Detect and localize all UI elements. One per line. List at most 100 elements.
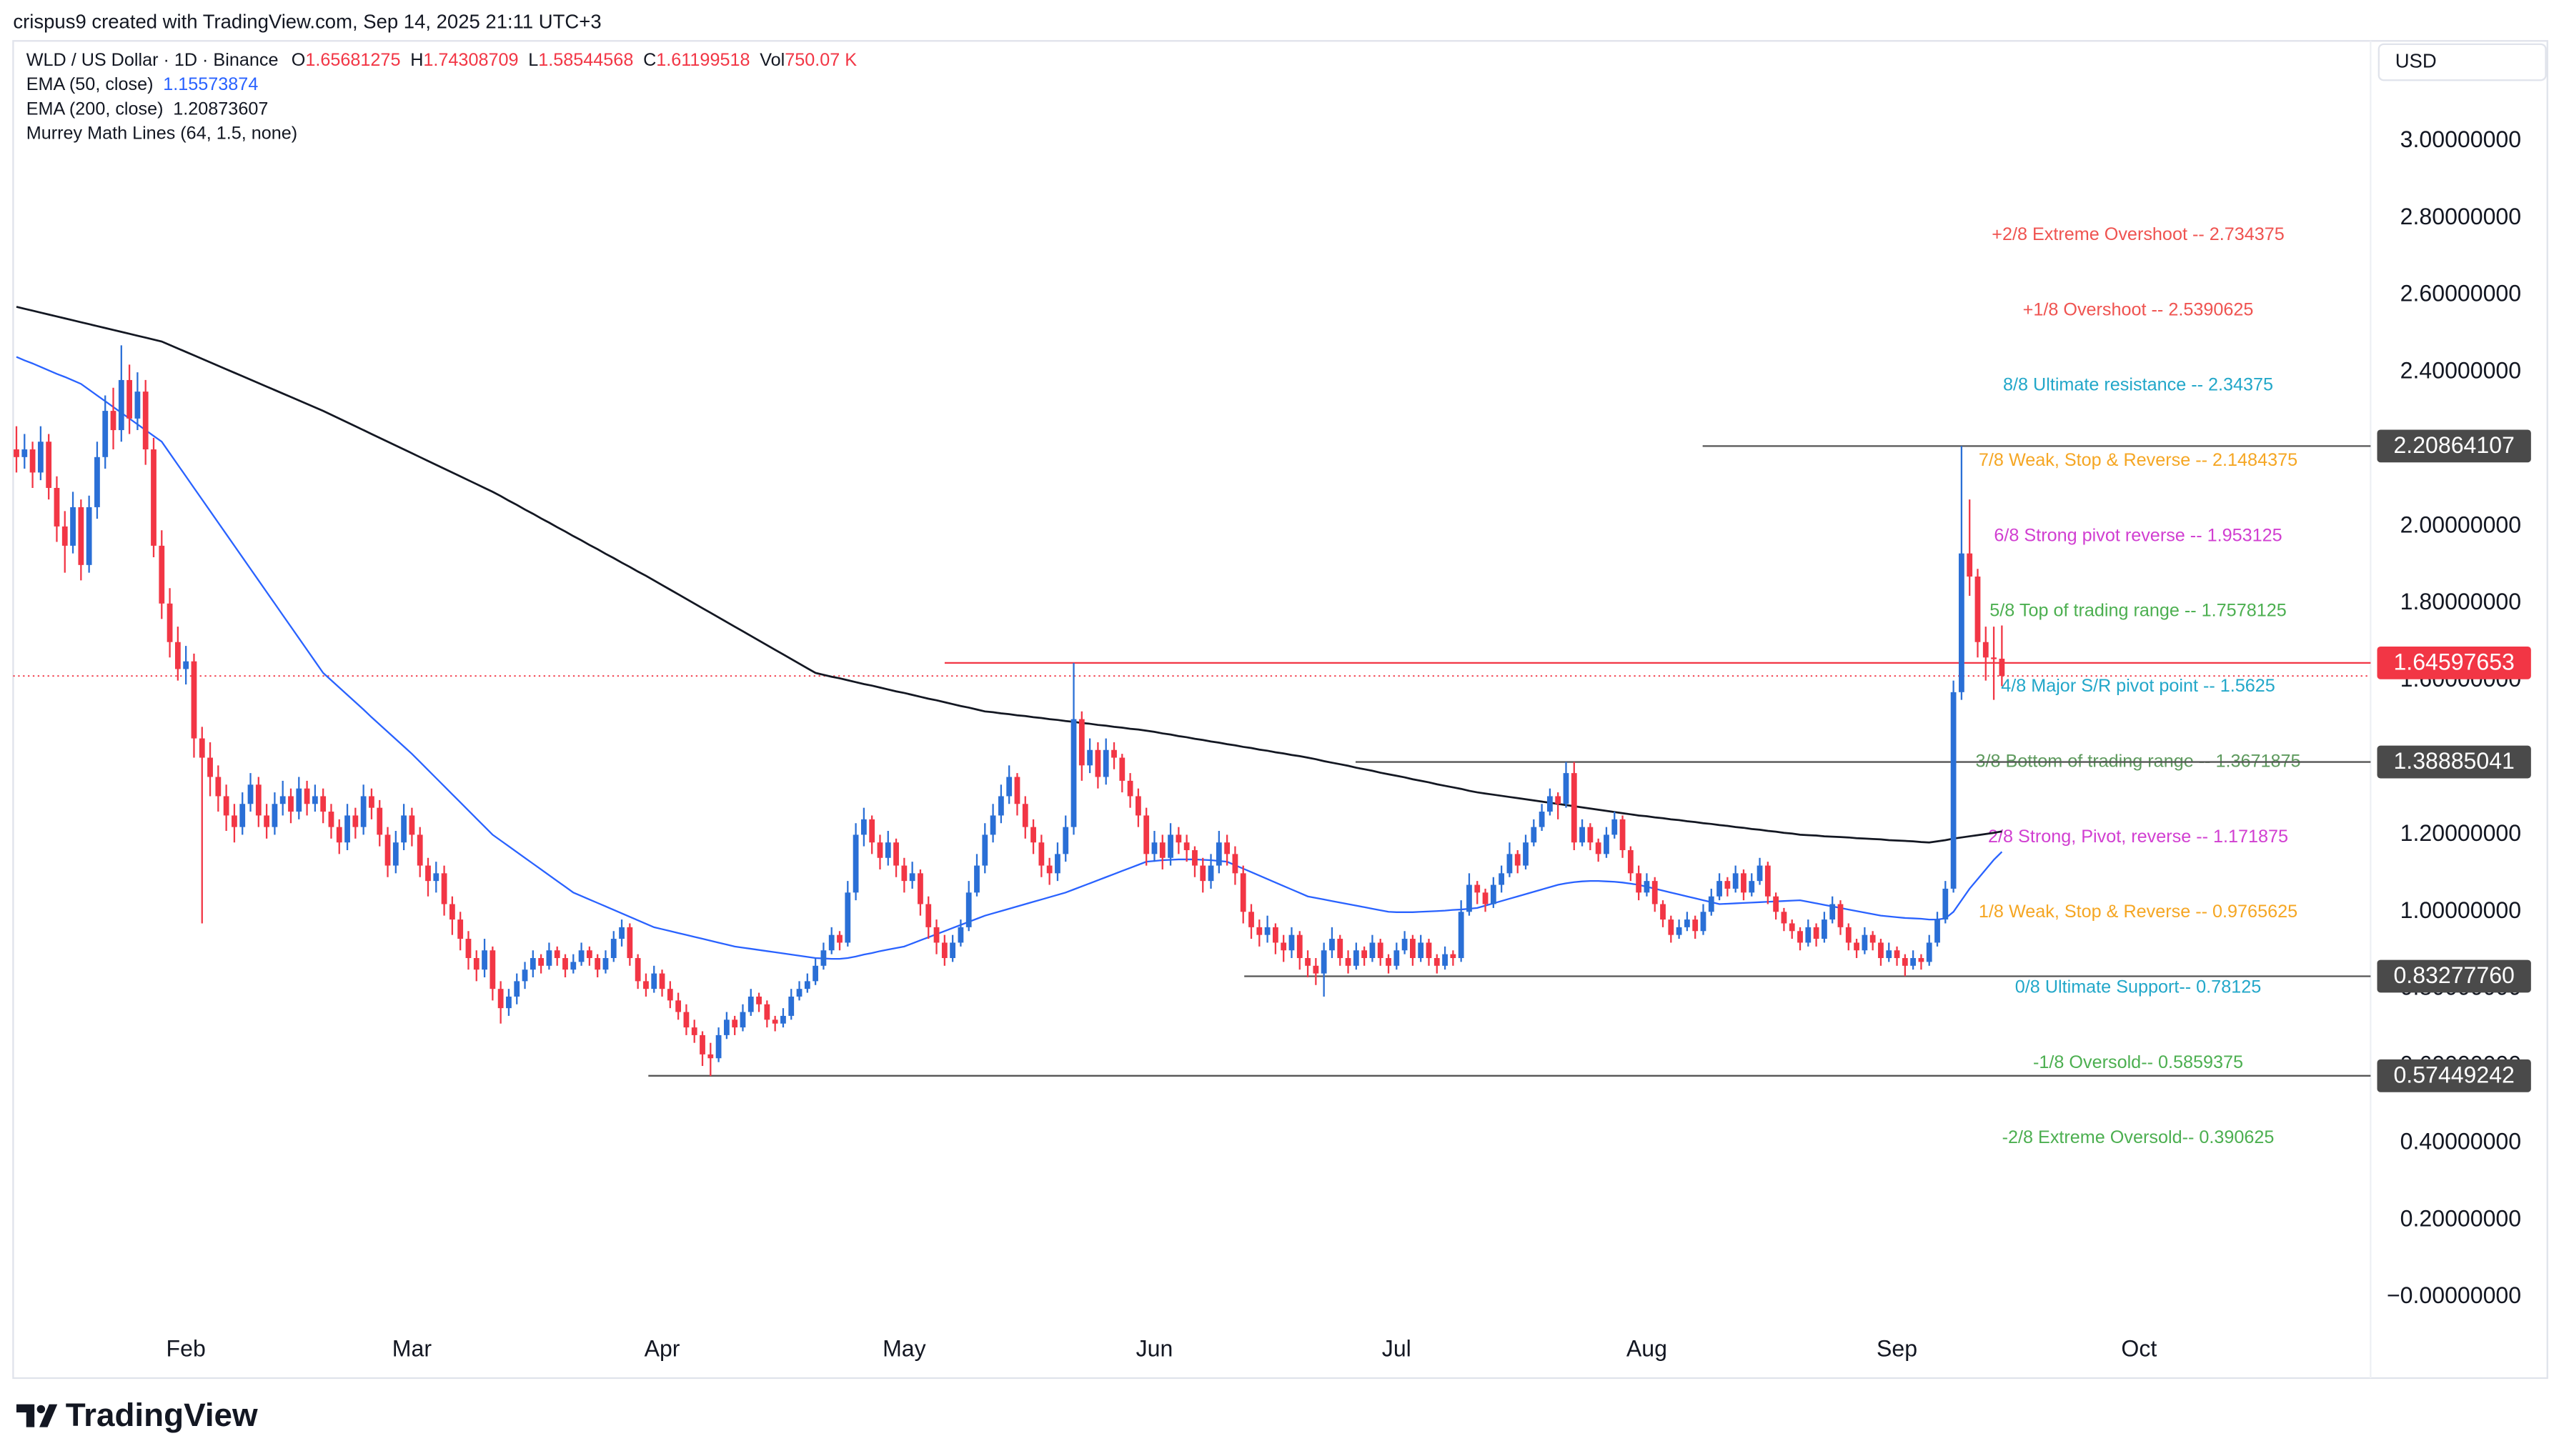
price-box <box>2377 745 2531 779</box>
murrey-label: 2/8 Strong, Pivot, reverse -- 1.171875 <box>1988 827 2288 847</box>
candle-body <box>933 927 940 943</box>
candle-body <box>1676 927 1682 935</box>
legend-symbol: WLD / US Dollar · 1D · Binance <box>26 49 279 69</box>
candle-body <box>1127 780 1133 797</box>
candle-body <box>1305 958 1311 966</box>
candle-body <box>1377 942 1383 959</box>
candle-body <box>514 981 520 997</box>
price-box-label: 1.38885041 <box>2393 748 2514 774</box>
legend-key: Vol <box>760 49 785 69</box>
candle-body <box>1692 919 1699 932</box>
price-box-label: 0.83277760 <box>2393 962 2514 988</box>
candle-body <box>1813 927 1819 939</box>
candle-body <box>740 1012 746 1028</box>
candle-body <box>1974 577 1981 642</box>
candle-body <box>1854 942 1859 951</box>
candle-body <box>102 411 109 457</box>
candle-body <box>1176 834 1182 843</box>
price-box-label: 1.64597653 <box>2393 649 2514 674</box>
candle-body <box>893 842 899 866</box>
murrey-label: 7/8 Weak, Stop & Reverse -- 2.1484375 <box>1979 450 2297 470</box>
y-tick-label: 0.40000000 <box>2400 1128 2521 1154</box>
legend-series: EMA (200, close) 1.20873607 <box>26 99 269 119</box>
candle-body <box>1321 950 1327 974</box>
candle-body <box>417 834 423 866</box>
candle-body <box>1926 942 1932 962</box>
candle-body <box>675 1000 682 1012</box>
candle-body <box>950 942 956 959</box>
legend-value: 1.61199518 <box>656 49 750 69</box>
candle-body <box>409 815 415 835</box>
candle-body <box>1822 919 1827 939</box>
candle-body <box>1313 965 1319 974</box>
candle-body <box>215 777 222 797</box>
candle-body <box>344 815 350 843</box>
candle-body <box>1869 934 1876 943</box>
candle-body <box>804 981 810 989</box>
candle-body <box>1135 796 1141 816</box>
candle-body <box>457 919 464 939</box>
candle-body <box>70 507 76 546</box>
candle-body <box>1232 854 1238 874</box>
candle-body <box>1030 827 1036 843</box>
candle-body <box>707 1054 714 1059</box>
candle-body <box>1959 553 1964 692</box>
candle-body <box>1563 773 1569 804</box>
candle-body <box>1627 849 1634 874</box>
y-tick-label: 1.00000000 <box>2400 897 2521 923</box>
candle-body <box>118 379 124 431</box>
candle-body <box>683 1012 690 1028</box>
candle-body <box>46 442 52 488</box>
candle-body <box>772 1019 778 1024</box>
legend-series-value: 1.15573874 <box>163 74 258 94</box>
legend-indicator: Murrey Math Lines (64, 1.5, none) <box>26 124 297 144</box>
candle-body <box>174 642 181 669</box>
candle-body <box>538 958 545 966</box>
candle-body <box>1878 942 1884 959</box>
candle-body <box>183 661 189 669</box>
candle-body <box>578 950 585 962</box>
candle-body <box>1636 873 1642 893</box>
x-tick-label: May <box>883 1335 926 1361</box>
candle-body <box>255 784 262 816</box>
candle-body <box>78 507 84 565</box>
candle-body <box>1442 954 1448 966</box>
candle-body <box>1934 919 1940 943</box>
candle-body <box>360 796 367 827</box>
legend-key: O <box>292 49 306 69</box>
candle-body <box>1426 942 1432 959</box>
candle-body <box>1458 912 1464 959</box>
candle-body <box>1087 749 1093 766</box>
candle-body <box>1732 873 1739 889</box>
candle-body <box>1224 842 1231 854</box>
candle-body <box>1482 892 1489 904</box>
murrey-label: -2/8 Extreme Oversold-- 0.390625 <box>2002 1127 2275 1147</box>
candle-body <box>1999 659 2005 677</box>
candle-body <box>619 927 625 939</box>
candle-body <box>1595 842 1601 854</box>
candle-body <box>1433 958 1440 966</box>
candle-body <box>1773 896 1779 912</box>
logo-icon <box>16 1404 58 1427</box>
candle-body <box>1644 881 1650 893</box>
candle-body <box>982 834 988 866</box>
candle-body <box>1660 904 1666 920</box>
currency[interactable]: USD <box>2395 49 2437 71</box>
y-tick-label: 2.00000000 <box>2400 512 2521 537</box>
candle-body <box>497 989 504 1009</box>
murrey-label: 5/8 Top of trading range -- 1.7578125 <box>1989 601 2286 621</box>
candle-body <box>1950 692 1957 889</box>
candle-body <box>1281 942 1287 951</box>
x-tick-label: Mar <box>392 1335 432 1361</box>
candle-body <box>1337 939 1343 959</box>
candle-body <box>134 392 141 419</box>
candle-body <box>1288 934 1295 951</box>
candle-body <box>602 958 609 970</box>
x-tick-label: Jun <box>1136 1335 1173 1361</box>
y-tick-label: 2.80000000 <box>2400 204 2521 229</box>
candle-body <box>1668 919 1674 935</box>
currency-box[interactable] <box>2377 43 2547 81</box>
candle-body <box>159 545 165 604</box>
candle-body <box>595 958 601 970</box>
